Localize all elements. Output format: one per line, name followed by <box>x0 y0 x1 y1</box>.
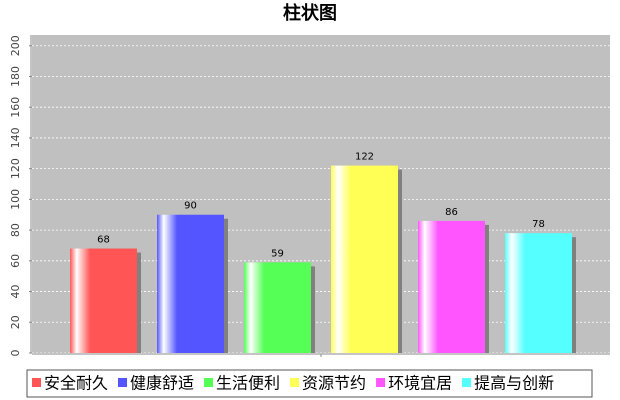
y-tick-label: 60 <box>9 254 22 268</box>
bar <box>418 220 485 353</box>
legend-label: 生活便利 <box>216 374 280 393</box>
data-label: 68 <box>97 235 110 246</box>
legend-swatch <box>462 378 472 387</box>
chart-title: 柱状图 <box>283 2 337 24</box>
legend-label: 提高与创新 <box>474 374 554 393</box>
legend-swatch <box>118 378 128 387</box>
legend-label: 资源节约 <box>302 374 366 393</box>
y-tick-label: 180 <box>9 66 22 87</box>
y-tick-label: 200 <box>9 35 22 56</box>
legend-label: 安全耐久 <box>44 374 108 393</box>
y-tick-label: 80 <box>9 223 22 237</box>
data-label: 59 <box>271 248 284 259</box>
data-label: 122 <box>355 152 374 163</box>
legend-swatch <box>376 378 386 387</box>
y-tick-label: 140 <box>9 127 22 148</box>
y-tick-label: 40 <box>9 285 22 299</box>
bar <box>157 214 224 353</box>
data-label: 86 <box>445 207 458 218</box>
data-label: 90 <box>184 201 197 212</box>
bar <box>70 248 137 353</box>
bar <box>331 165 398 353</box>
legend-swatch <box>290 378 300 387</box>
bar <box>505 233 572 353</box>
legend-label: 健康舒适 <box>130 374 194 393</box>
legend-swatch <box>204 378 214 387</box>
y-tick-label: 120 <box>9 158 22 179</box>
legend-swatch <box>32 378 41 387</box>
y-tick-label: 100 <box>9 189 22 210</box>
bar <box>244 262 311 353</box>
y-tick-label: 0 <box>9 350 22 357</box>
y-tick-label: 160 <box>9 97 22 118</box>
data-label: 78 <box>532 219 545 230</box>
legend-label: 环境宜居 <box>388 374 452 393</box>
y-tick-label: 20 <box>9 315 22 329</box>
